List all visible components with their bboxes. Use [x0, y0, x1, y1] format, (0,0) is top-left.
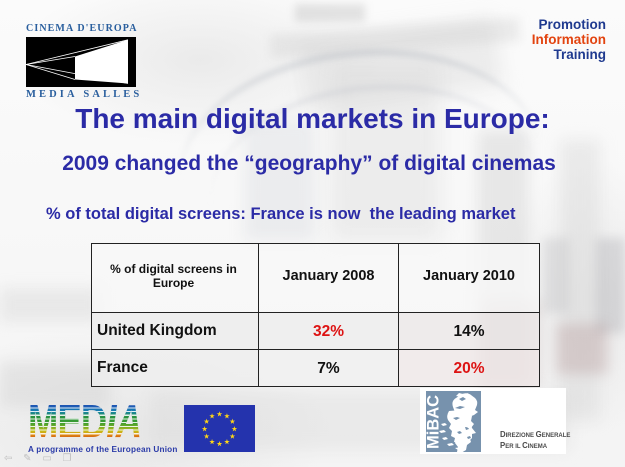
svg-text:MiBAC: MiBAC — [426, 395, 443, 449]
